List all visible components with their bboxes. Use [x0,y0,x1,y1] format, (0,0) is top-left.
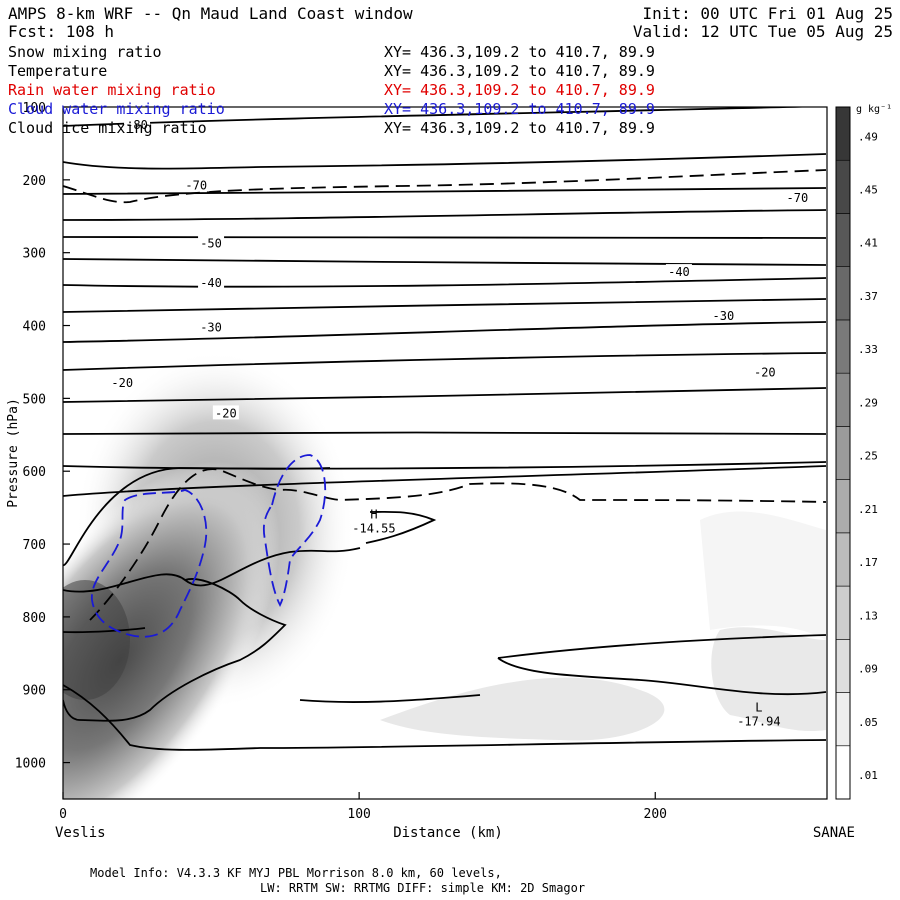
legend-entry-coords: XY= 436.3,109.2 to 410.7, 89.9 [384,100,655,118]
colorbar-bin [835,639,851,693]
legend: Snow mixing ratio XY= 436.3,109.2 to 410.… [8,43,655,137]
temperature-label: -30 [200,320,222,334]
colorbar-label: .01 [858,769,878,782]
cloud-water-contours [91,454,327,638]
y-axis-label: Pressure (hPa) [6,398,21,508]
x-tick-label: 100 [347,807,370,822]
colorbar-bin [835,745,851,800]
x-start-label: Veslis [55,825,106,841]
forecast-hour: Fcst: 108 h [8,22,114,41]
temperature-label-bg [665,264,692,279]
legend-entry-coords: XY= 436.3,109.2 to 410.7, 89.9 [384,43,655,61]
colorbar-label: .33 [858,343,878,356]
colorbar-label: .49 [858,130,878,143]
temperature-label: -20 [754,366,776,380]
y-tick-label: 400 [23,320,46,335]
colorbar-bin [835,159,851,214]
legend-entry-coords: XY= 436.3,109.2 to 410.7, 89.9 [384,81,655,99]
colorbar-label: .13 [858,609,878,622]
extremum-value: -14.55 [352,522,395,536]
x-tick-label: 200 [644,807,667,822]
temperature-label-bg [198,235,225,250]
colorbar-bin [835,532,851,587]
colorbar-bin [835,372,851,427]
extremum-type: L [755,701,762,715]
extrema-labels: H-14.55 L-17.94 [352,508,780,729]
colorbar: .01 .05 .09 .13 .17 .21 .25 .29 .33 .37 .41 .45 .49 [835,106,878,800]
legend-entry-name: Cloud water mixing ratio [8,100,225,118]
y-axis: 100 200 300 400 500 600 700 800 900 1000 [15,101,70,772]
colorbar-bin [835,585,851,640]
temperature-label-bg [710,307,737,322]
dashed-contours [63,169,827,621]
temperature-label: -80 [126,118,148,132]
temperature-label: -30 [713,309,735,323]
x-end-label: SANAE [813,825,855,841]
y-tick-label: 100 [23,101,46,116]
temperature-label: -40 [200,276,222,290]
colorbar-label: .25 [858,450,878,463]
colorbar-bin [835,692,851,747]
x-axis-label: Distance (km) [393,825,503,841]
temperature-label-bg [198,275,225,290]
y-tick-label: 500 [23,392,46,407]
temperature-label-bg [784,189,811,204]
plot-frame [62,106,828,800]
colorbar-label: .17 [858,556,878,569]
colorbar-label: .09 [858,663,878,676]
temperature-label: -20 [111,376,133,390]
colorbar-unit: g kg⁻¹ [856,104,892,115]
y-tick-label: 300 [23,247,46,262]
x-axis: 0 100 200 [59,792,667,822]
temperature-label: -20 [215,406,237,420]
temperature-label-bg [124,116,151,131]
colorbar-bin [835,479,851,534]
legend-entry-name: Cloud ice mixing ratio [8,119,207,137]
model-info-line1: Model Info: V4.3.3 KF MYJ PBL Morrison 8… [90,866,502,880]
extremum-value: -17.94 [737,715,780,729]
colorbar-label: .41 [858,237,878,250]
y-tick-label: 600 [23,465,46,480]
y-tick-label: 200 [23,174,46,189]
temperature-label-bg [109,374,136,389]
temperature-label: -50 [200,237,222,251]
y-tick-label: 700 [23,538,46,553]
legend-entry-name: Temperature [8,62,107,80]
colorbar-label: .05 [858,716,878,729]
temperature-contours [63,107,827,751]
x-tick-label: 0 [59,807,67,822]
model-info-line2: LW: RRTM SW: RRTMG DIFF: simple KM: 2D S… [260,881,585,895]
y-tick-label: 800 [23,611,46,626]
legend-entry-name: Rain water mixing ratio [8,81,216,99]
extremum-type: H [370,508,377,522]
temperature-label-bg [751,364,778,379]
colorbar-frame [835,106,851,800]
colorbar-bin [835,266,851,321]
colorbar-label: .37 [858,290,878,303]
colorbar-label: .21 [858,503,878,516]
snow-shading [63,350,826,799]
colorbar-label: .45 [858,184,878,197]
valid-time: Valid: 12 UTC Tue 05 Aug 25 [633,22,893,41]
legend-entry-name: Snow mixing ratio [8,43,162,61]
legend-entry-coords: XY= 436.3,109.2 to 410.7, 89.9 [384,119,655,137]
temperature-label-bg [183,177,210,192]
y-tick-label: 900 [23,684,46,699]
colorbar-bin [835,426,851,480]
colorbar-label: .29 [858,396,878,409]
init-time: Init: 00 UTC Fri 01 Aug 25 [643,4,893,23]
temperature-label: -70 [185,178,207,192]
temperature-label: -40 [668,265,690,279]
legend-entry-coords: XY= 436.3,109.2 to 410.7, 89.9 [384,62,655,80]
temperature-label-bg [198,319,225,334]
colorbar-bin [835,213,851,267]
chart-title: AMPS 8-km WRF -- Qn Maud Land Coast wind… [8,4,413,23]
y-tick-label: 1000 [15,757,46,772]
temperature-label-bg [212,405,239,420]
temperature-labels: -80 -70 -70 -50 -40 -40 -30 -30 -20 -20 -20 [109,116,811,420]
colorbar-bin [835,319,851,374]
temperature-label: -70 [787,191,809,205]
colorbar-bin [835,106,851,161]
